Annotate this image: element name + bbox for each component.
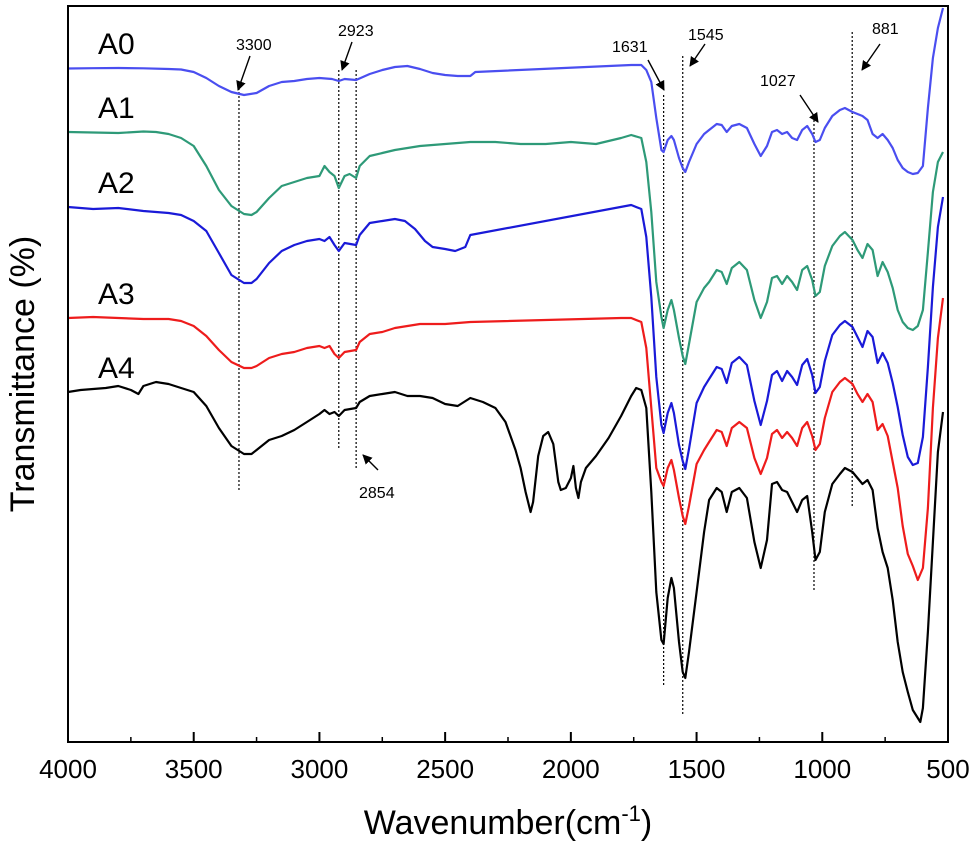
series-a0-line (67, 7, 945, 176)
peak-arrow-1631 (647, 59, 665, 91)
x-tick-label-4000: 4000 (39, 754, 97, 784)
peak-label-1545: 1545 (688, 27, 724, 44)
series-a3-label: A3 (98, 278, 135, 311)
x-axis-title-close: ) (641, 804, 652, 842)
series-a0-label: A0 (98, 28, 135, 61)
x-axis: 4000 3500 3000 2500 2000 1500 1000 500 (39, 732, 970, 784)
peak-label-881: 881 (872, 21, 899, 38)
peak-arrow-2923 (340, 41, 353, 71)
x-tick-label-500: 500 (926, 754, 969, 784)
peak-arrow-2854 (362, 454, 379, 471)
peak-arrow-881 (861, 43, 881, 71)
peak-annotations: 3300 2923 2854 1631 1545 1027 881 (236, 21, 899, 716)
x-tick-label-1500: 1500 (668, 754, 726, 784)
peak-arrow-1027 (799, 94, 819, 123)
peak-label-2854: 2854 (359, 485, 395, 502)
peak-label-3300: 3300 (236, 37, 272, 54)
peak-label-2923: 2923 (338, 23, 374, 40)
series-a1-line (67, 130, 944, 366)
plot-frame (67, 5, 949, 743)
x-tick-label-2500: 2500 (416, 754, 474, 784)
peak-label-1631: 1631 (612, 39, 648, 56)
x-tick-label-1000: 1000 (793, 754, 851, 784)
peak-label-1027: 1027 (760, 73, 796, 90)
series-a2-label: A2 (98, 167, 135, 200)
x-axis-title-superscript: -1 (621, 801, 641, 826)
series-a4-label: A4 (98, 352, 135, 385)
x-tick-label-3500: 3500 (165, 754, 223, 784)
series-a4-line (67, 380, 945, 724)
x-tick-label-2000: 2000 (542, 754, 600, 784)
spectra: A0 A1 A2 A3 A4 (67, 7, 945, 724)
y-axis-title: Transmittance (%) (4, 236, 42, 512)
peak-arrow-3300 (236, 55, 251, 91)
x-tick-label-3000: 3000 (291, 754, 349, 784)
x-axis-title: Wavenumber(cm-1) (364, 801, 652, 842)
series-a2-line (67, 196, 945, 471)
x-axis-title-main: Wavenumber(cm (364, 804, 622, 842)
series-a3-line (67, 297, 945, 582)
peak-arrow-1545 (689, 43, 706, 67)
series-a1-label: A1 (98, 92, 135, 125)
